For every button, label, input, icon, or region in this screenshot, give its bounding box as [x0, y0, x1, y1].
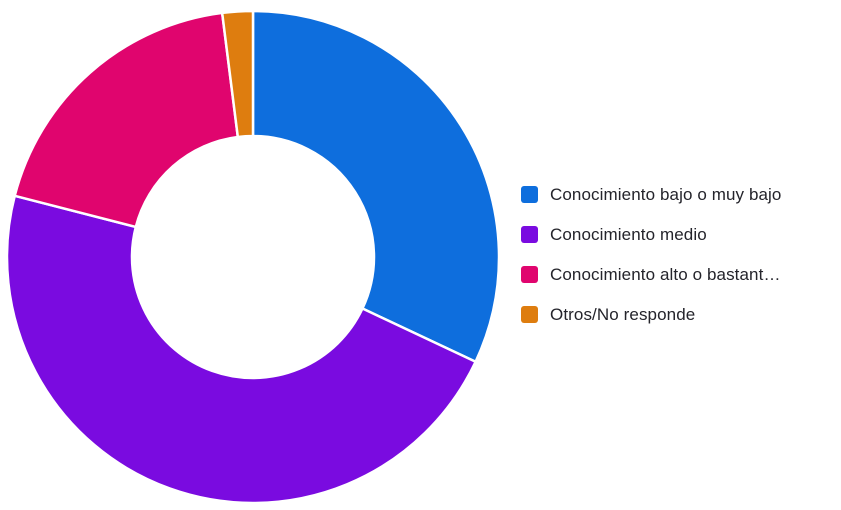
- legend-item-label: Conocimiento alto o bastant…: [550, 265, 781, 284]
- donut-chart: [5, 9, 501, 505]
- legend-item-label: Conocimiento bajo o muy bajo: [550, 185, 782, 204]
- legend-swatch-icon: [521, 226, 538, 243]
- legend-item-1[interactable]: Conocimiento bajo o muy bajo: [521, 185, 782, 204]
- legend-swatch-icon: [521, 306, 538, 323]
- legend-item-label: Conocimiento medio: [550, 225, 707, 244]
- legend-swatch-icon: [521, 266, 538, 283]
- donut-segment-3[interactable]: [13, 11, 240, 229]
- legend-item-4[interactable]: Otros/No responde: [521, 305, 782, 324]
- donut-segment-2[interactable]: [5, 194, 477, 505]
- donut-segment-1[interactable]: [251, 9, 501, 363]
- legend-swatch-icon: [521, 186, 538, 203]
- legend-item-3[interactable]: Conocimiento alto o bastant…: [521, 265, 782, 284]
- chart-legend: Conocimiento bajo o muy bajo Conocimiento…: [521, 185, 782, 324]
- legend-item-label: Otros/No responde: [550, 305, 696, 324]
- legend-item-2[interactable]: Conocimiento medio: [521, 225, 782, 244]
- donut-segment-4[interactable]: [220, 9, 255, 139]
